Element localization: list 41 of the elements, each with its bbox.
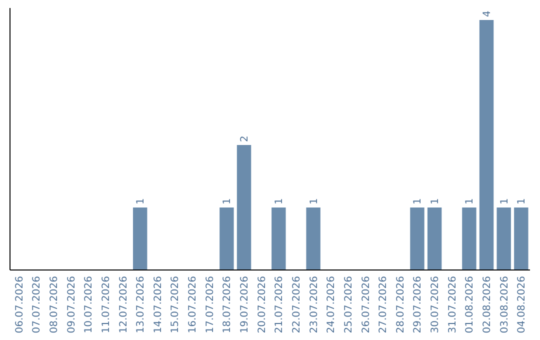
data-label: 4 — [482, 10, 494, 17]
x-tick-label: 29.07.2026 — [412, 276, 424, 334]
x-tick-label: 18.07.2026 — [222, 276, 234, 334]
x-tick-label: 03.08.2026 — [499, 276, 510, 334]
x-tick-label: 09.07.2026 — [66, 276, 78, 334]
x-tick-label: 08.07.2026 — [48, 276, 60, 334]
x-tick-label: 10.07.2026 — [84, 276, 95, 334]
x-tick-label: 13.07.2026 — [136, 276, 147, 334]
x-tick-label: 01.08.2026 — [464, 276, 476, 334]
x-tick-label: 30.07.2026 — [430, 276, 442, 334]
x-tick-label: 06.07.2026 — [14, 276, 26, 334]
x-tick-label: 19.07.2026 — [240, 276, 251, 334]
x-tick-label: 24.07.2026 — [326, 276, 338, 334]
x-tick-label: 07.07.2026 — [32, 276, 43, 334]
x-tick-label: 15.07.2026 — [170, 276, 182, 334]
x-tick-label: 22.07.2026 — [291, 276, 302, 334]
x-tick-label: 25.07.2026 — [343, 276, 354, 334]
data-label: 1 — [136, 198, 147, 204]
data-label: 2 — [240, 136, 251, 142]
data-label: 1 — [464, 198, 476, 204]
x-tick-label: 28.07.2026 — [395, 276, 406, 334]
data-label: 1 — [274, 198, 286, 204]
x-tick-label: 02.08.2026 — [482, 276, 494, 334]
x-tick-label: 17.07.2026 — [204, 276, 216, 334]
x-tick-label: 27.07.2026 — [378, 276, 390, 334]
data-label: 1 — [222, 198, 234, 204]
x-tick-label: 16.07.2026 — [188, 276, 199, 334]
data-label: 1 — [516, 198, 528, 204]
data-label: 1 — [412, 198, 424, 204]
x-tick-label: 26.07.2026 — [360, 276, 372, 334]
data-label: 1 — [499, 198, 510, 204]
x-tick-label: 20.07.2026 — [256, 276, 268, 334]
x-tick-label: 12.07.2026 — [118, 276, 130, 334]
x-tick-label: 21.07.2026 — [274, 276, 286, 334]
x-tick-label: 14.07.2026 — [152, 276, 164, 334]
data-label: 1 — [430, 198, 442, 204]
x-tick-label: 04.08.2026 — [516, 276, 528, 334]
data-label: 1 — [308, 198, 320, 204]
x-tick-label: 11.07.2026 — [100, 276, 112, 334]
x-tick-label: 31.07.2026 — [447, 276, 458, 334]
x-tick-label: 23.07.2026 — [308, 276, 320, 334]
